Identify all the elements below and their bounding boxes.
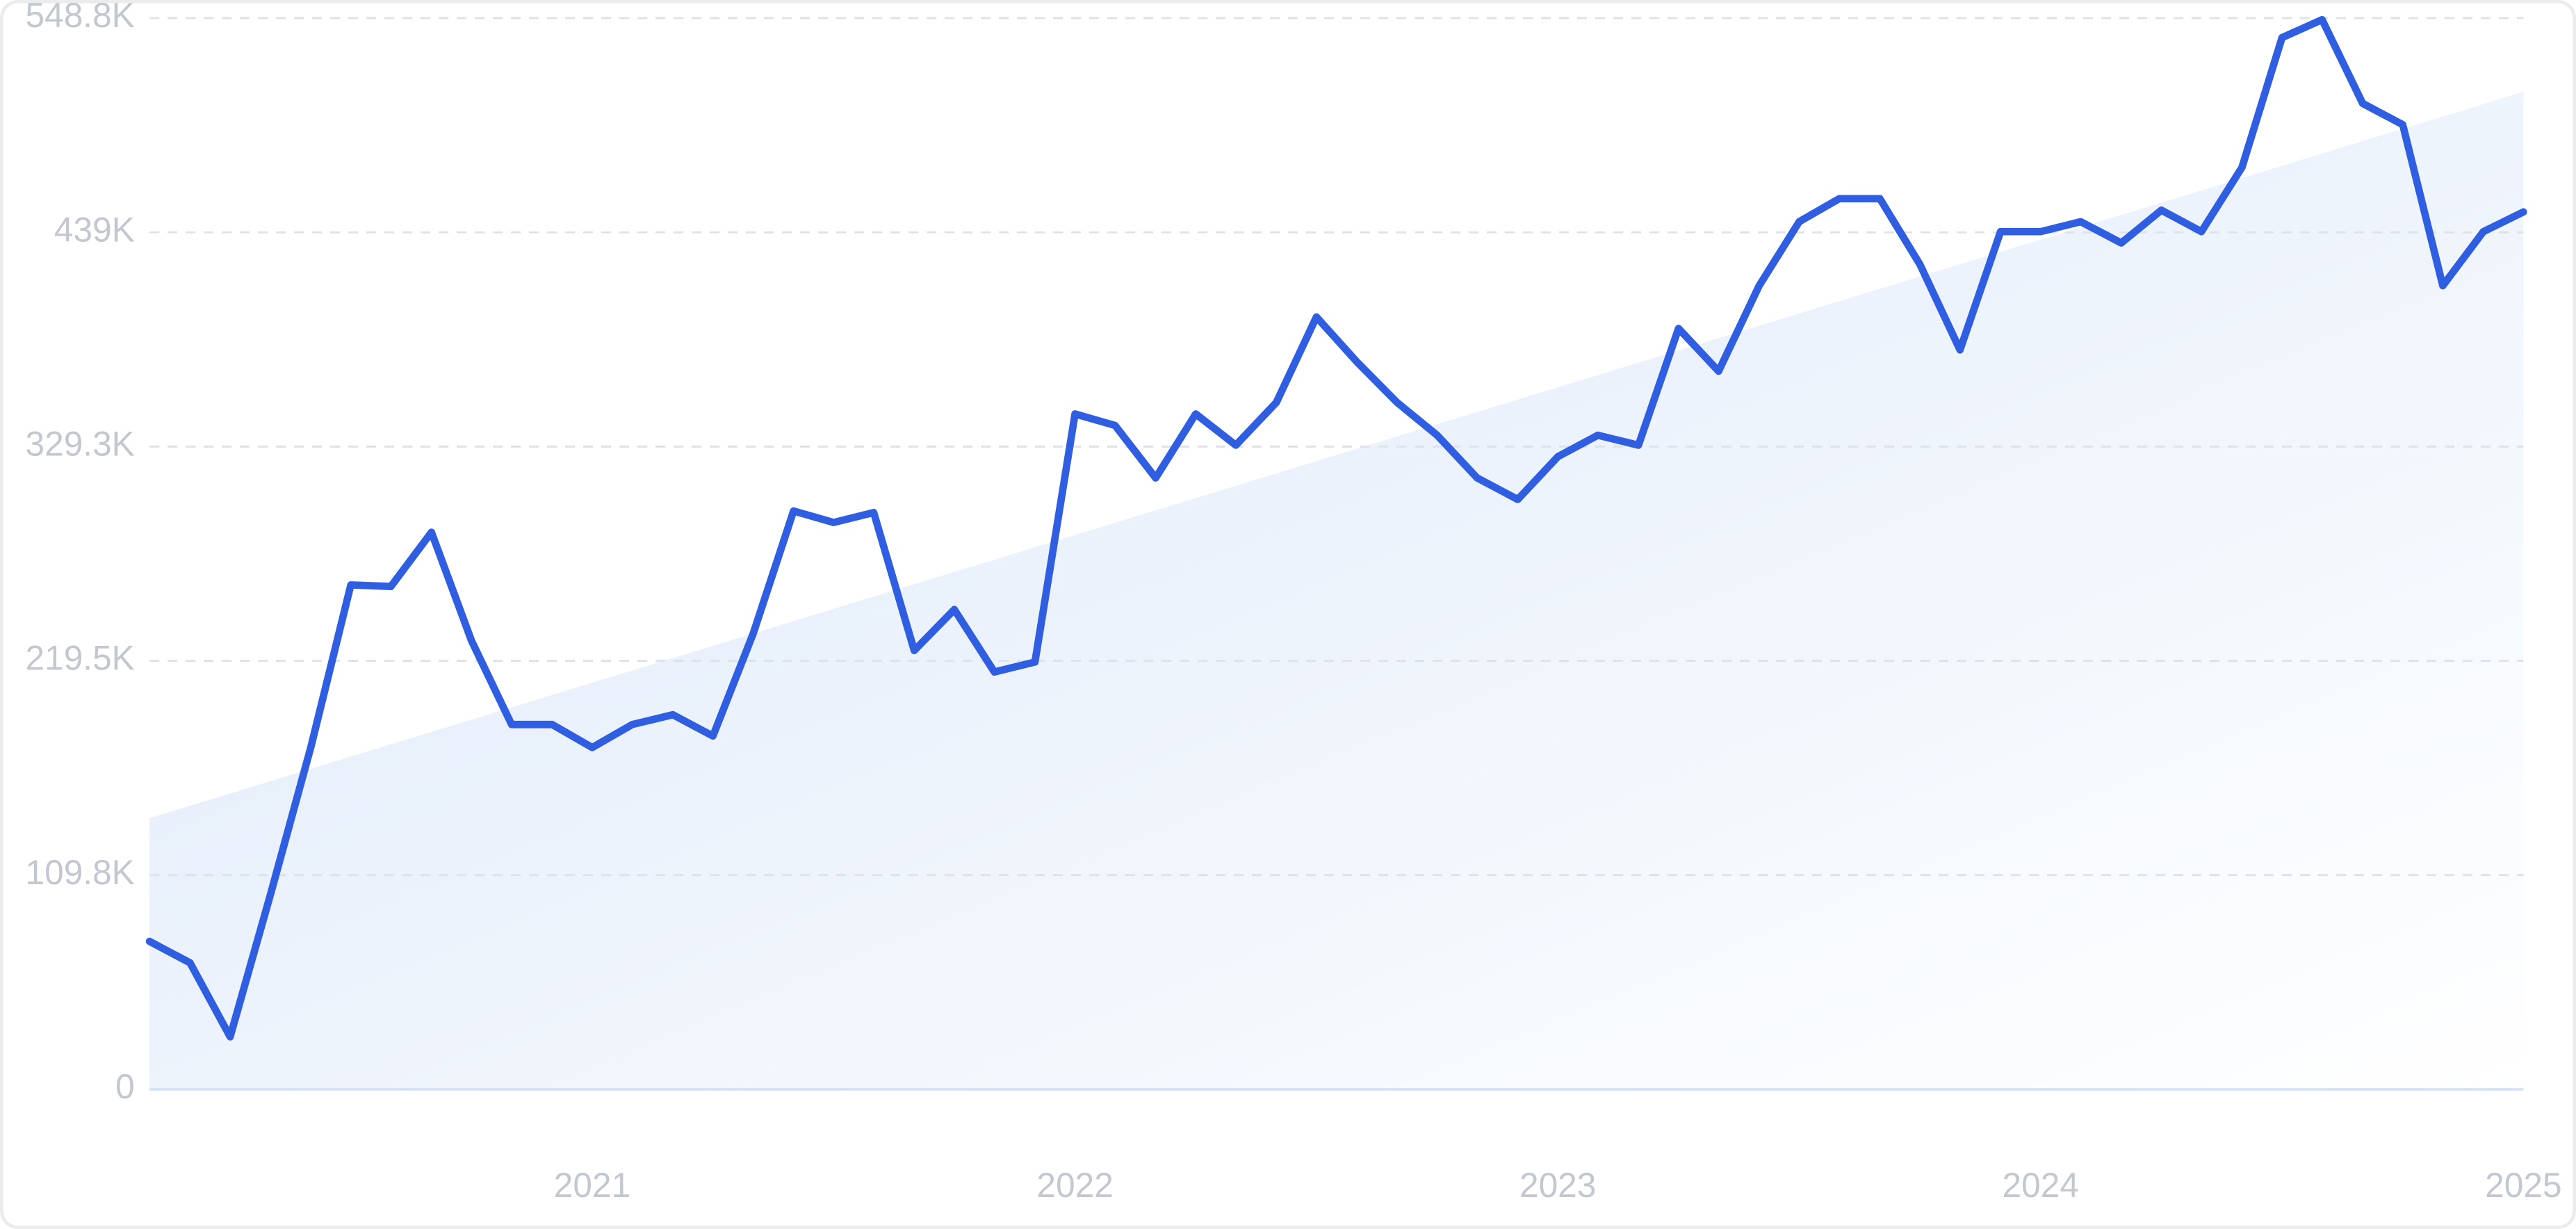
- x-tick-label: 2025: [2485, 1166, 2561, 1205]
- y-tick-label: 0: [115, 1067, 135, 1106]
- x-tick-label: 2022: [1036, 1166, 1113, 1205]
- x-tick-label: 2021: [554, 1166, 630, 1205]
- x-tick-label: 2023: [1519, 1166, 1596, 1205]
- y-tick-label: 439K: [54, 210, 135, 249]
- y-tick-label: 219.5K: [26, 639, 135, 678]
- y-tick-label: 329.3K: [26, 425, 135, 464]
- y-tick-label: 548.8K: [26, 0, 135, 35]
- y-tick-label: 109.8K: [26, 853, 135, 892]
- x-tick-label: 2024: [2003, 1166, 2079, 1205]
- trend-area: [149, 92, 2524, 1090]
- line: [145, 15, 2527, 1041]
